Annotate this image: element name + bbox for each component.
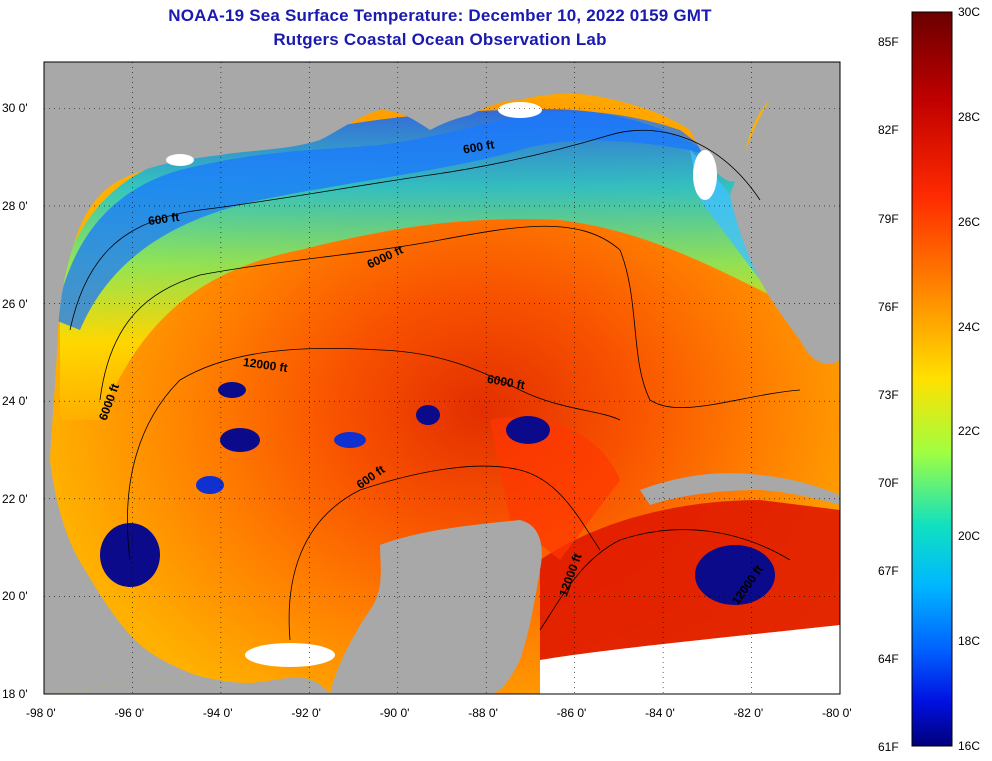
bathymetry-contours (69, 129, 801, 641)
colorbar-c-label: 18C (958, 634, 981, 649)
lat-tick-label: 22 0' (2, 491, 28, 506)
lon-tick-label: -96 0' (114, 706, 145, 720)
map-subtitle: Rutgers Coastal Ocean Observation Lab (273, 30, 607, 49)
colorbar-f-label: 82F (878, 123, 899, 138)
colorbar-c-label: 22C (958, 424, 981, 439)
colorbar-c-label: 24C (958, 319, 981, 334)
lat-tick-label: 20 0' (2, 589, 28, 604)
lon-tick-label: -94 0' (202, 706, 233, 720)
colorbar-c-label: 28C (958, 109, 981, 124)
lon-tick-label: -82 0' (733, 706, 764, 720)
lon-tick-label: -86 0' (556, 706, 587, 720)
colorbar-f-label: 76F (878, 299, 899, 314)
colorbar-c-label: 26C (958, 214, 981, 229)
colorbar-f-label: 61F (878, 740, 899, 754)
lat-tick-label: 26 0' (2, 296, 28, 311)
colorbar-f-label: 73F (878, 387, 899, 402)
colorbar-c-label: 20C (958, 529, 981, 544)
lon-tick-label: -92 0' (291, 706, 321, 720)
colorbar-c-label: 16C (958, 739, 981, 753)
colorbar-f-label: 79F (878, 211, 899, 226)
colorbar-f-label: 67F (878, 563, 899, 578)
colorbar-f-label: 85F (878, 35, 899, 50)
lon-tick-label: -88 0' (468, 706, 498, 720)
colorbar (911, 11, 953, 747)
lat-tick-label: 30 0' (2, 101, 28, 116)
colorbar-f-label: 64F (878, 651, 899, 666)
lat-tick-label: 24 0' (2, 394, 28, 409)
graticule (44, 62, 840, 694)
lon-tick-label: -90 0' (379, 706, 410, 720)
lat-tick-label: 28 0' (2, 198, 28, 213)
map-plot-area (44, 62, 840, 694)
colorbar-f-label: 70F (878, 475, 899, 490)
plot-border (43, 61, 841, 695)
lon-tick-label: -98 0' (26, 706, 56, 720)
lat-tick-label: 18 0' (2, 687, 28, 701)
lon-tick-label: -84 0' (645, 706, 675, 720)
lon-tick-label: -80 0' (822, 706, 852, 720)
map-title: NOAA-19 Sea Surface Temperature: Decembe… (168, 6, 712, 25)
colorbar-c-label: 30C (958, 5, 981, 19)
